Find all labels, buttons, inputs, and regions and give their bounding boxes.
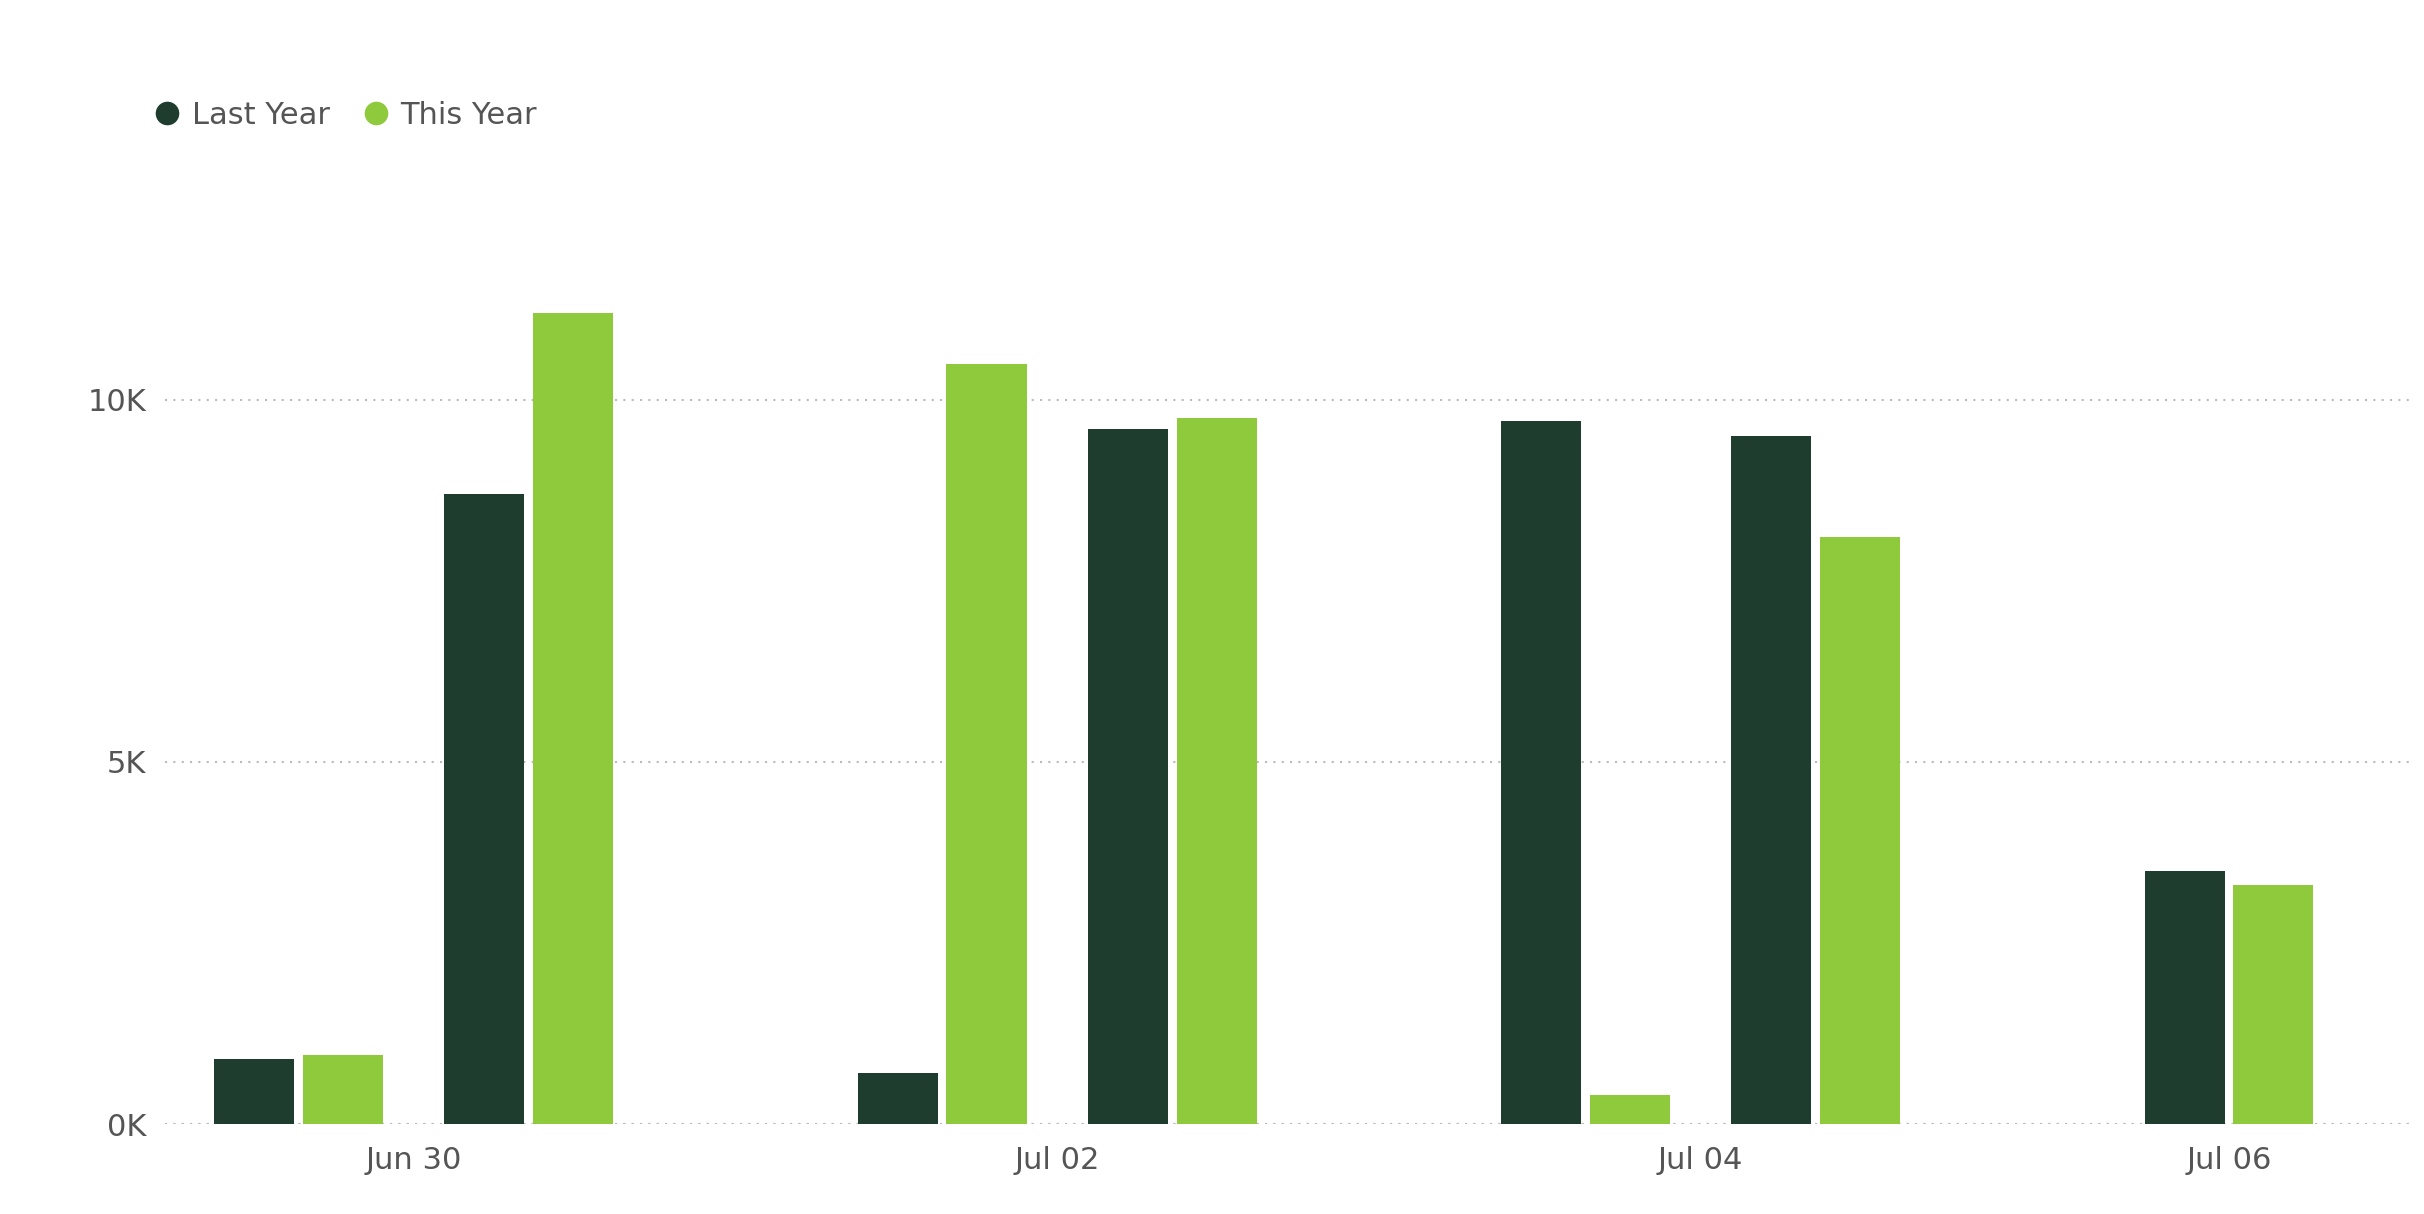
Bar	[1088, 429, 1168, 1124]
Bar	[1590, 1095, 1670, 1124]
Bar	[1176, 418, 1256, 1124]
Bar	[213, 1059, 293, 1124]
Bar	[1820, 538, 1900, 1124]
Bar	[1731, 436, 1811, 1124]
Bar	[858, 1073, 938, 1124]
Legend: Last Year, This Year: Last Year, This Year	[158, 101, 536, 130]
Bar	[2233, 885, 2312, 1124]
Bar	[1500, 421, 1580, 1124]
Bar	[303, 1055, 383, 1124]
Bar	[533, 313, 613, 1124]
Bar	[444, 494, 524, 1124]
Bar	[2145, 870, 2225, 1124]
Bar	[945, 363, 1025, 1124]
